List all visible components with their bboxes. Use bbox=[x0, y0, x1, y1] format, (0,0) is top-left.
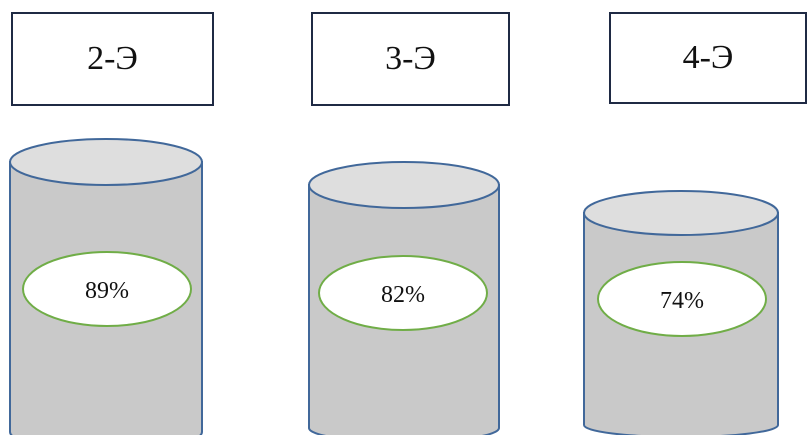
percent-value: 74% bbox=[660, 288, 704, 314]
percent-value: 82% bbox=[381, 282, 425, 308]
cylinder-3e: 82% bbox=[309, 162, 499, 435]
cylinder-top bbox=[584, 191, 778, 235]
cylinder-top bbox=[309, 162, 499, 208]
cylinder-top bbox=[10, 139, 202, 185]
percent-value: 89% bbox=[85, 278, 129, 304]
cylinder-4e: 74% bbox=[584, 191, 778, 435]
cylinder-2e: 89% bbox=[10, 139, 202, 435]
